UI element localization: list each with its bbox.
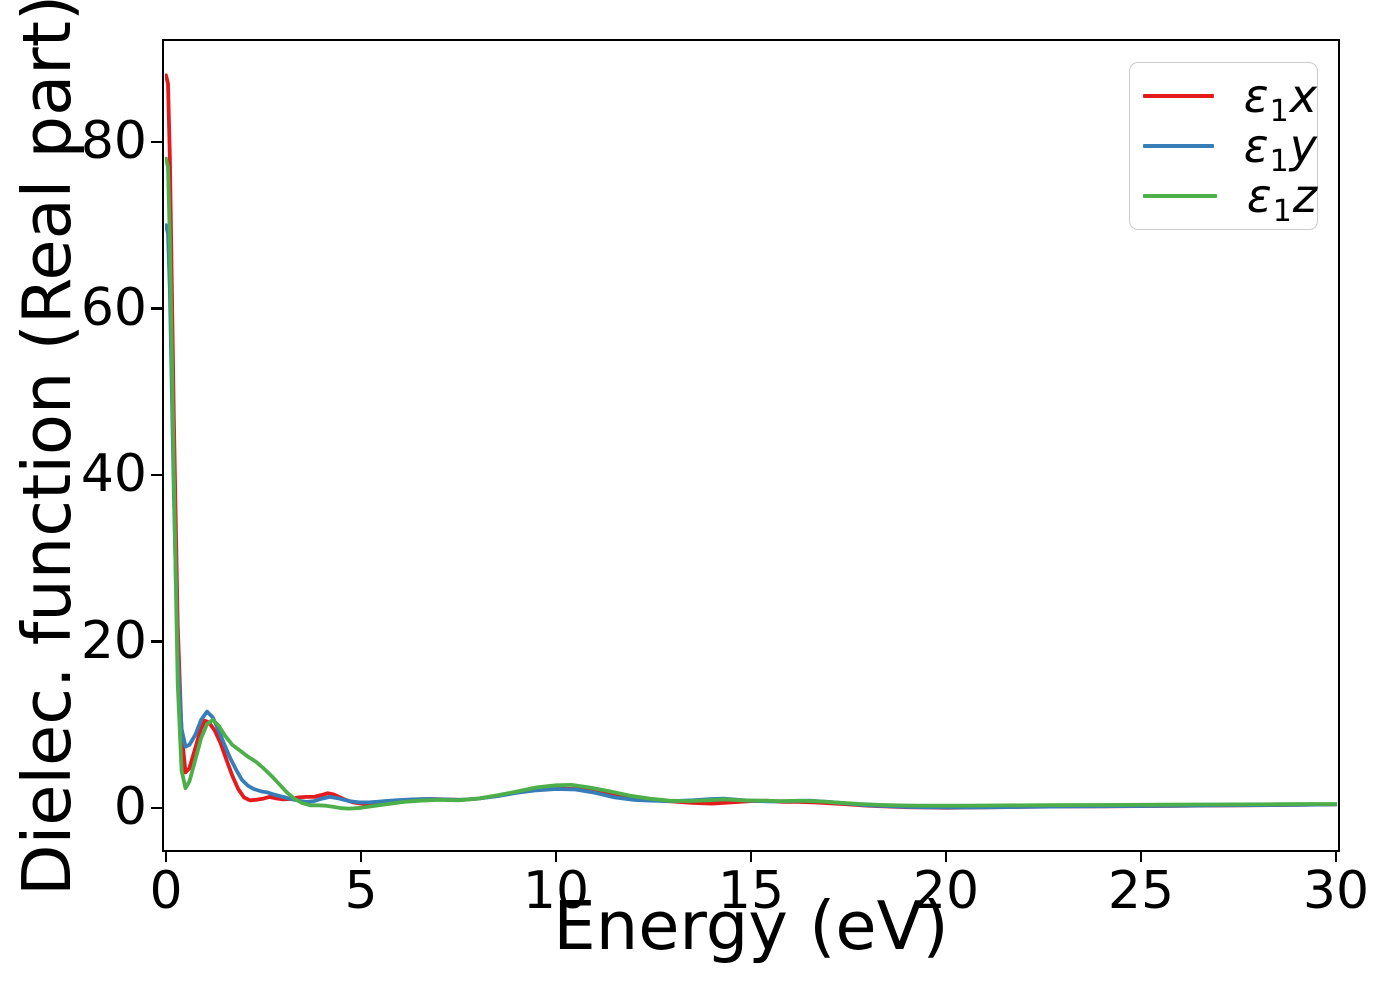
epsilon-symbol: ε <box>1243 69 1269 123</box>
y-tick-mark <box>151 473 162 477</box>
legend-line-sample-red <box>1143 94 1214 98</box>
y-axis-label: Dielec. function (Real part) <box>8 0 86 897</box>
y-tick-mark <box>151 806 162 810</box>
x-tick-mark <box>1139 851 1143 862</box>
x-tick-mark <box>164 851 168 862</box>
plot-canvas <box>165 73 1337 811</box>
axis-letter: x <box>1289 69 1317 123</box>
epsilon-symbol: ε <box>1246 169 1272 223</box>
x-tick-mark <box>944 851 948 862</box>
legend-line-sample-green <box>1143 194 1217 198</box>
y-tick-mark <box>151 140 162 144</box>
x-tick-label: 5 <box>344 861 378 921</box>
y-tick-mark <box>151 307 162 310</box>
subscript: 1 <box>1272 194 1292 229</box>
x-tick-label: 15 <box>717 861 785 921</box>
x-tick-mark <box>359 851 363 862</box>
y-tick-label: 20 <box>80 610 147 671</box>
x-tick-mark <box>1334 851 1338 862</box>
subscript: 1 <box>1269 144 1289 179</box>
axis-letter: z <box>1292 169 1317 223</box>
series-line-ε1y <box>165 223 1337 810</box>
x-tick-mark <box>554 851 558 862</box>
legend-line-sample-blue <box>1143 144 1214 148</box>
x-tick-label: 20 <box>912 861 980 921</box>
y-tick-label: 60 <box>80 277 147 338</box>
x-tick-label: 10 <box>522 861 590 921</box>
x-axis-label: Energy (eV) <box>553 887 949 965</box>
y-tick-label: 80 <box>80 110 147 171</box>
y-tick-label: 0 <box>113 777 147 838</box>
x-tick-mark <box>749 851 753 862</box>
axis-letter: y <box>1289 119 1317 173</box>
epsilon-symbol: ε <box>1243 119 1269 173</box>
x-tick-label: 0 <box>149 861 183 921</box>
x-tick-label: 30 <box>1302 861 1370 921</box>
x-tick-label: 25 <box>1107 861 1175 921</box>
series-line-ε1z <box>165 156 1337 811</box>
y-tick-label: 40 <box>80 444 147 505</box>
subscript: 1 <box>1269 94 1289 129</box>
y-tick-mark <box>151 640 162 643</box>
